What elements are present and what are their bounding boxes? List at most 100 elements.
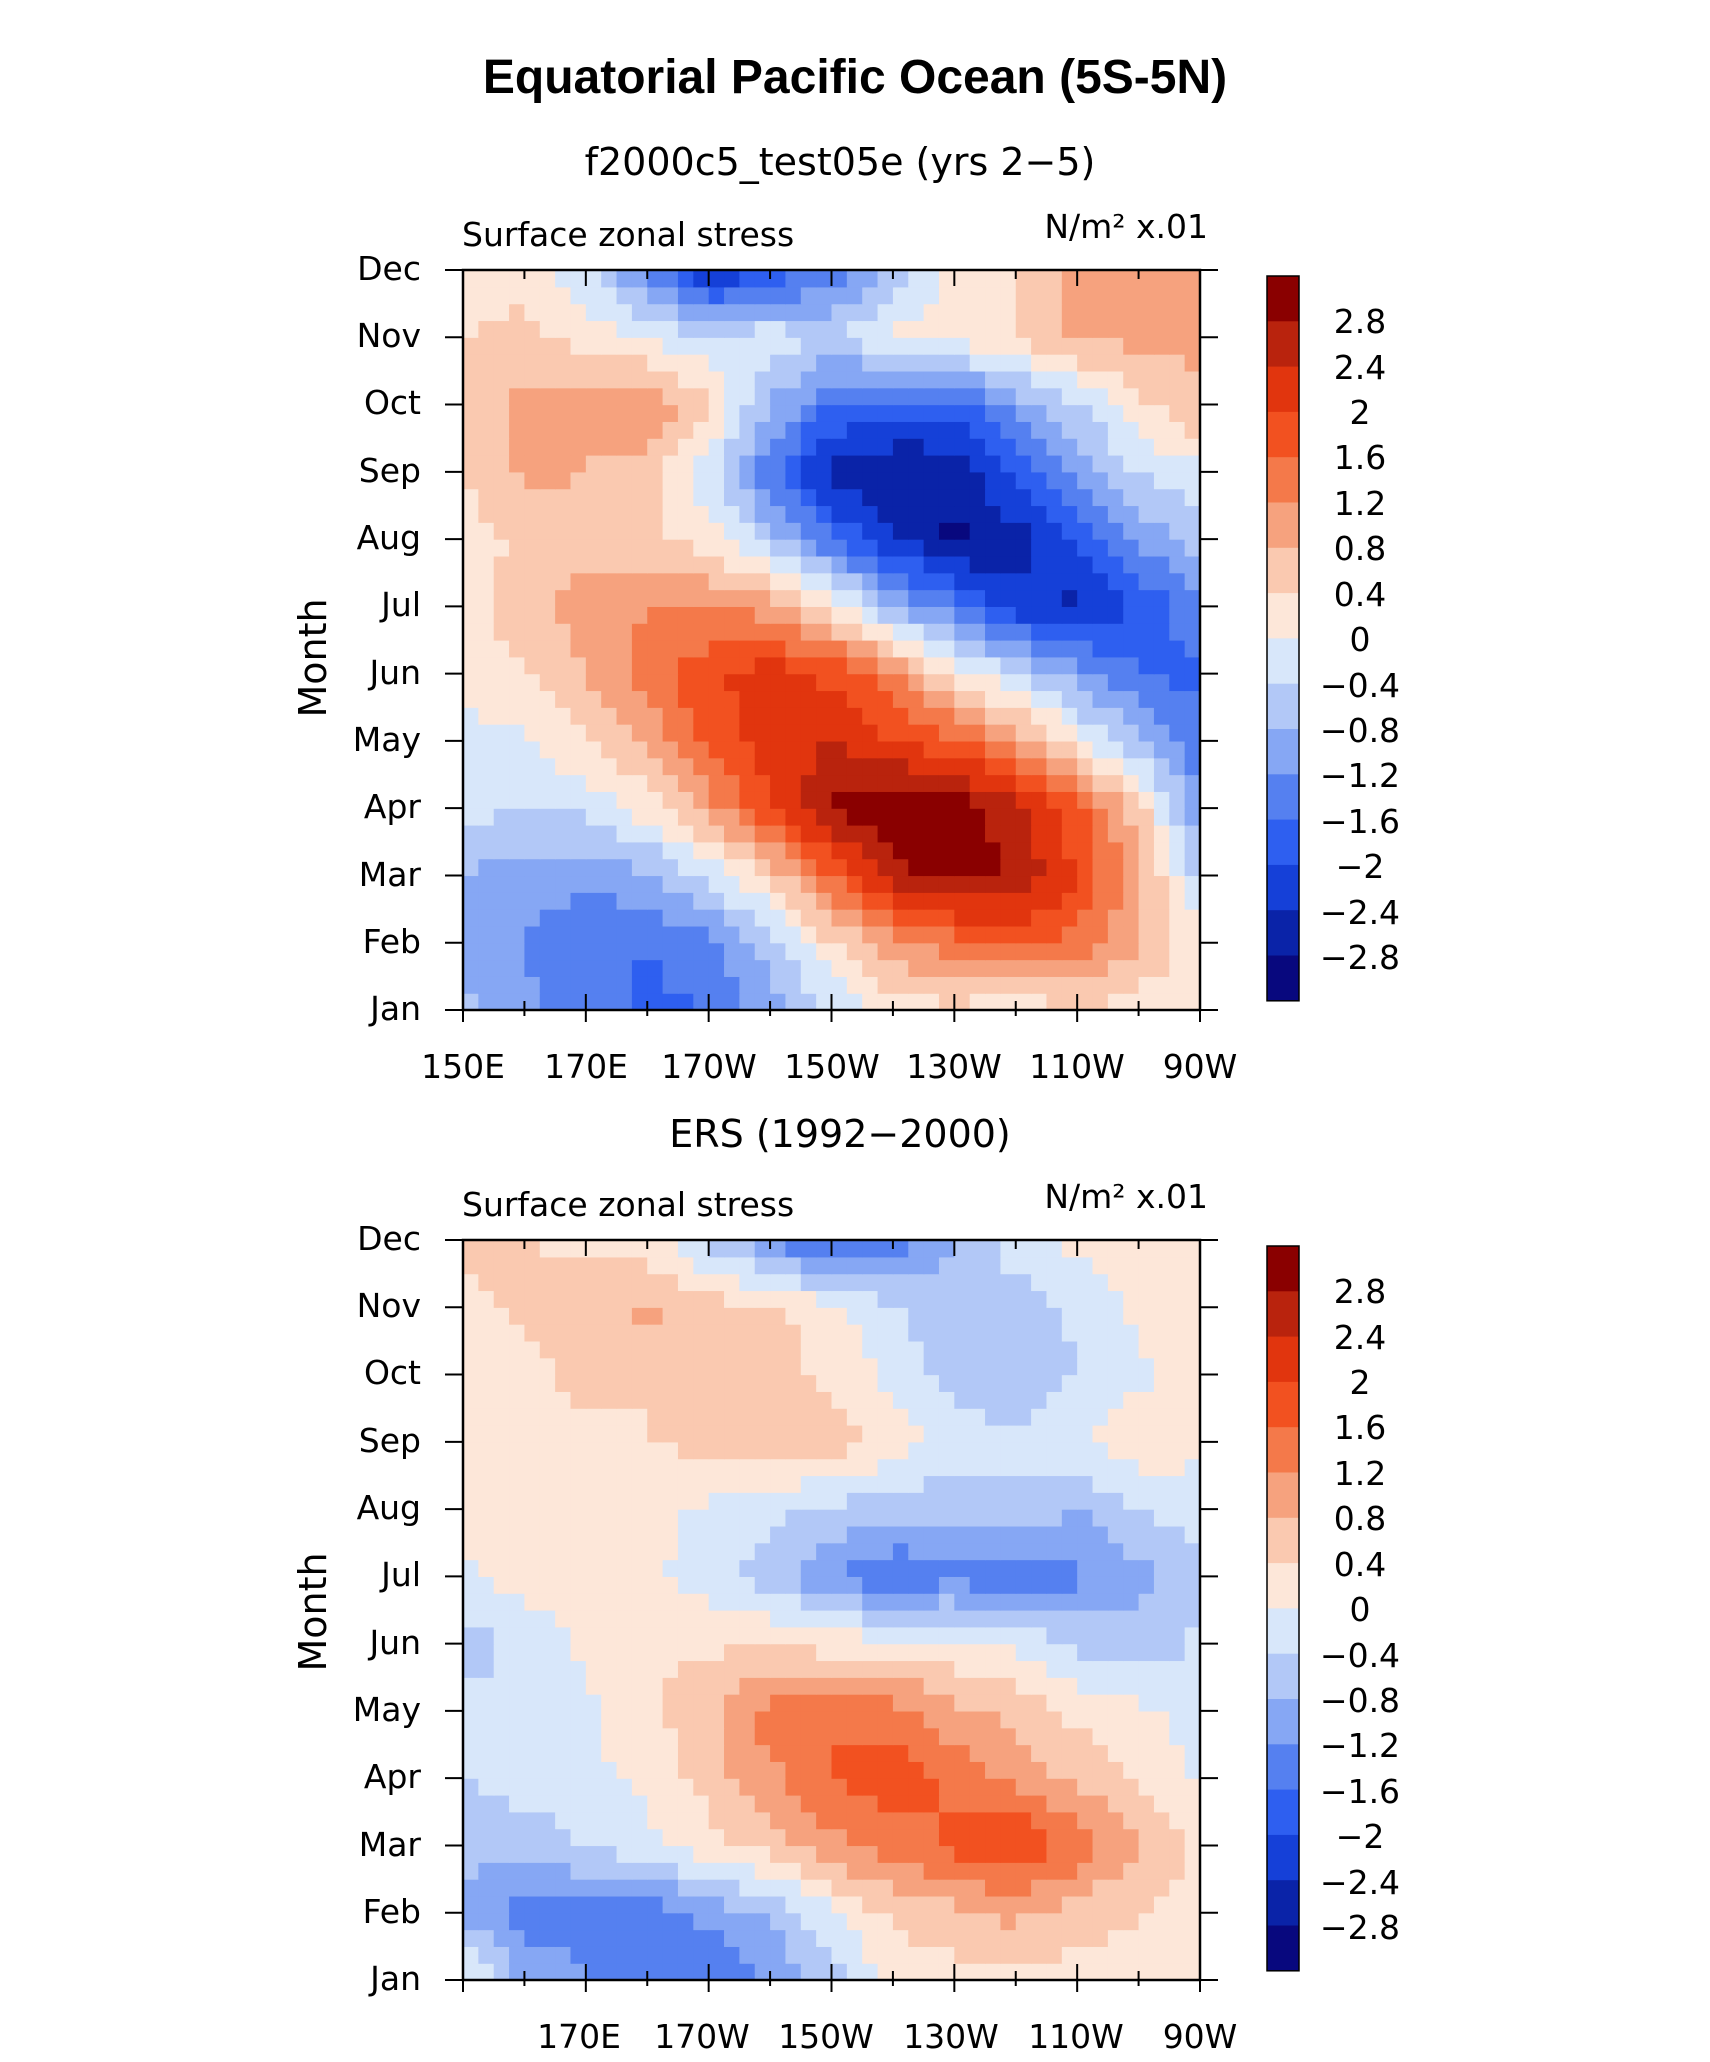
heatmap-cell: [877, 858, 894, 877]
heatmap-cell: [616, 892, 633, 910]
heatmap-cell: [585, 387, 602, 406]
heatmap-cell: [570, 1912, 587, 1931]
heatmap-cell: [862, 841, 879, 860]
heatmap-cell: [524, 1761, 541, 1779]
heatmap-cell: [724, 1458, 740, 1477]
heatmap-cell: [555, 1256, 572, 1275]
heatmap-cell: [1015, 421, 1032, 439]
heatmap-cell: [862, 1340, 879, 1359]
heatmap-cell: [1077, 1525, 1094, 1544]
heatmap-cell: [1077, 1727, 1094, 1746]
heatmap-cell: [754, 1727, 771, 1746]
heatmap-cell: [570, 1963, 587, 1981]
heatmap-cell: [1184, 640, 1201, 658]
heatmap-cell: [923, 539, 940, 557]
heatmap-cell: [1031, 892, 1048, 910]
heatmap-cell: [969, 673, 986, 692]
heatmap-cell: [1107, 1643, 1124, 1662]
heatmap-cell: [478, 959, 495, 977]
heatmap-cell: [524, 1391, 541, 1409]
heatmap-cell: [923, 1256, 940, 1275]
heatmap-cell: [693, 1340, 710, 1359]
heatmap-cell: [463, 572, 479, 591]
heatmap-cell: [908, 925, 925, 944]
heatmap-cell: [1107, 1240, 1124, 1258]
heatmap-cell: [493, 1761, 510, 1779]
heatmap-cell: [1138, 1862, 1155, 1880]
heatmap-cell: [754, 1256, 771, 1275]
colorbar-label: 2: [1350, 393, 1371, 432]
heatmap-cell: [585, 1273, 602, 1292]
heatmap-cell: [570, 455, 587, 473]
heatmap-cell: [601, 1778, 618, 1796]
heatmap-cell: [862, 303, 879, 322]
colorbar-label: −0.4: [1320, 666, 1400, 705]
heatmap-cell: [969, 1340, 986, 1359]
heatmap-cell: [631, 1576, 648, 1594]
heatmap-cell: [463, 455, 479, 473]
heatmap-cell: [493, 909, 510, 927]
heatmap-cell: [739, 370, 756, 389]
heatmap-cell: [754, 1290, 771, 1308]
heatmap-cell: [524, 1240, 541, 1258]
heatmap-cell: [555, 1458, 572, 1477]
heatmap-cell: [954, 354, 971, 372]
heatmap-cell: [862, 488, 879, 507]
heatmap-cell: [985, 471, 1001, 490]
heatmap-cell: [555, 909, 572, 927]
heatmap-cell: [785, 1475, 802, 1493]
heatmap-cell: [770, 1509, 787, 1527]
heatmap-cell: [1092, 1811, 1109, 1830]
heatmap-cell: [585, 791, 602, 809]
heatmap-cell: [647, 1425, 664, 1443]
heatmap-cell: [739, 1273, 756, 1292]
heatmap-cell: [846, 1795, 863, 1813]
heatmap-cell: [969, 471, 986, 490]
heatmap-cell: [1031, 1391, 1048, 1409]
heatmap-cell: [1000, 337, 1017, 355]
heatmap-cell: [1184, 488, 1201, 507]
heatmap-cell: [1000, 1408, 1017, 1426]
heatmap-cell: [662, 1441, 679, 1460]
heatmap-cell: [1169, 1357, 1186, 1376]
heatmap-cell: [677, 1694, 694, 1712]
heatmap-cell: [785, 1963, 802, 1981]
heatmap-cell: [662, 791, 679, 809]
heatmap-cell: [785, 370, 802, 389]
heatmap-cell: [493, 438, 510, 456]
heatmap-cell: [1107, 892, 1124, 910]
heatmap-cell: [1092, 488, 1109, 507]
heatmap-cell: [938, 1475, 955, 1493]
heatmap-cell: [647, 1929, 664, 1947]
heatmap-cell: [846, 438, 863, 456]
heatmap-cell: [601, 757, 618, 776]
heatmap-cell: [724, 387, 740, 406]
heatmap-cell: [923, 1694, 940, 1712]
heatmap-cell: [693, 1744, 710, 1762]
heatmap-cell: [1046, 1895, 1063, 1914]
heatmap-cell: [938, 606, 955, 624]
heatmap-cell: [631, 1509, 648, 1527]
heatmap-cell: [539, 909, 556, 927]
heatmap-cell: [831, 1391, 848, 1409]
heatmap-cell: [570, 1828, 587, 1847]
heatmap-cell: [1184, 1660, 1201, 1678]
heatmap-cell: [493, 589, 510, 607]
heatmap-cell: [954, 589, 971, 607]
heatmap-cell: [816, 1391, 833, 1409]
heatmap-cell: [938, 623, 955, 641]
heatmap-cell: [647, 1525, 664, 1544]
heatmap-cell: [724, 909, 740, 927]
heatmap-cell: [877, 757, 894, 776]
heatmap-cell: [1061, 539, 1078, 557]
heatmap-cell: [923, 1559, 940, 1577]
heatmap-cell: [877, 623, 894, 641]
heatmap-cell: [892, 555, 909, 574]
heatmap-cell: [1169, 825, 1186, 843]
heatmap-cell: [601, 1475, 618, 1493]
heatmap-cell: [724, 555, 740, 574]
heatmap-cell: [647, 1576, 664, 1594]
heatmap-cell: [800, 1542, 817, 1561]
heatmap-cell: [693, 892, 710, 910]
heatmap-cell: [892, 740, 909, 759]
